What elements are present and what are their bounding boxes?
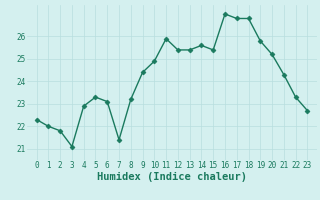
X-axis label: Humidex (Indice chaleur): Humidex (Indice chaleur) (97, 172, 247, 182)
